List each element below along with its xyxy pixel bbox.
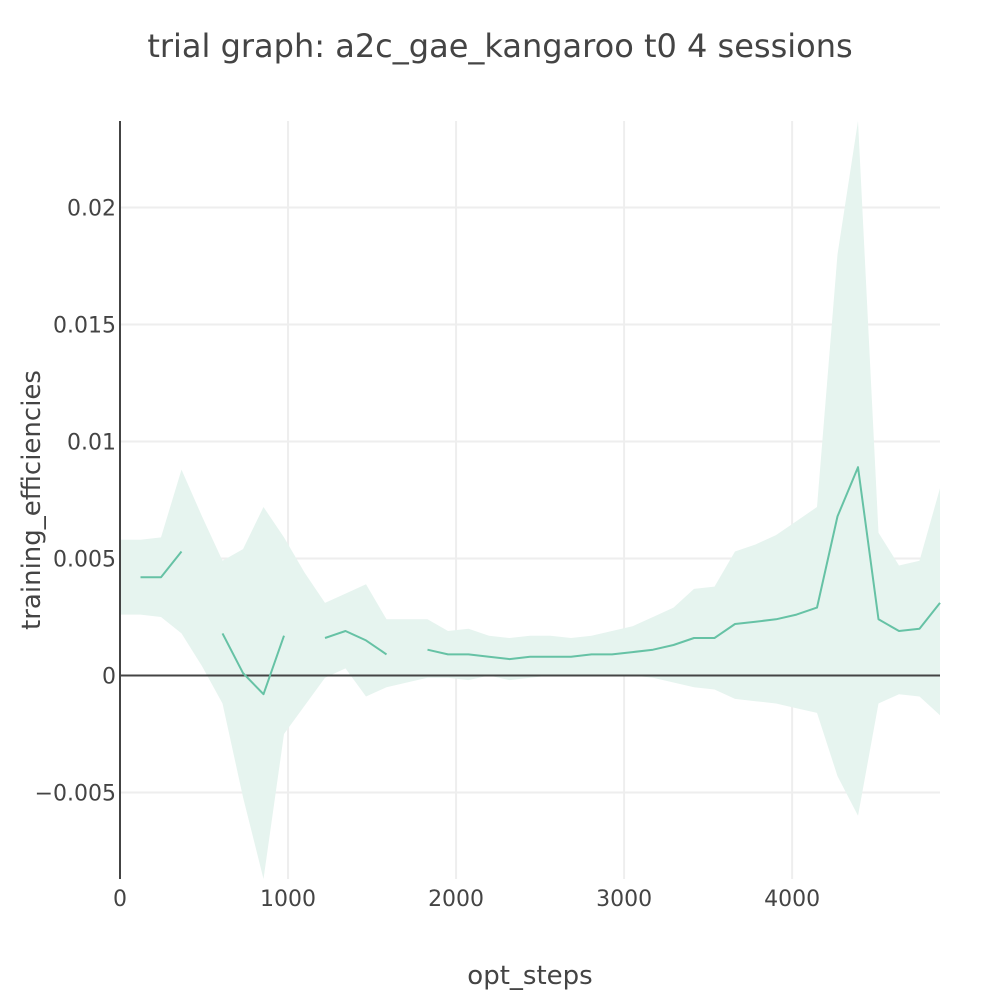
series-line (140, 466, 941, 696)
y-tick-label: 0.02 (67, 197, 116, 222)
x-tick-label: 4000 (764, 887, 820, 912)
y-tick-label: 0 (102, 664, 116, 689)
x-tick-label: 1000 (260, 887, 316, 912)
grid-lines (120, 121, 940, 879)
confidence-band-layer (120, 121, 940, 879)
y-axis-label: training_efficiencies (17, 370, 47, 630)
x-tick-label: 0 (113, 887, 127, 912)
y-tick-label: −0.005 (35, 781, 116, 806)
y-tick-label: 0.01 (67, 431, 116, 456)
x-tick-label: 2000 (428, 887, 484, 912)
y-tick-label: 0.005 (53, 547, 116, 572)
series-line-layer (140, 466, 941, 696)
y-tick-label: 0.015 (53, 314, 116, 339)
tick-labels: 0 1000 2000 3000 4000 −0.005 0 0.005 0.01 0.015 0.… (35, 197, 821, 912)
chart-title: trial graph: a2c_gae_kangaroo t0 4 sessi… (147, 27, 853, 65)
x-axis-label: opt_steps (467, 961, 592, 991)
x-tick-label: 3000 (596, 887, 652, 912)
confidence-band (120, 121, 940, 879)
